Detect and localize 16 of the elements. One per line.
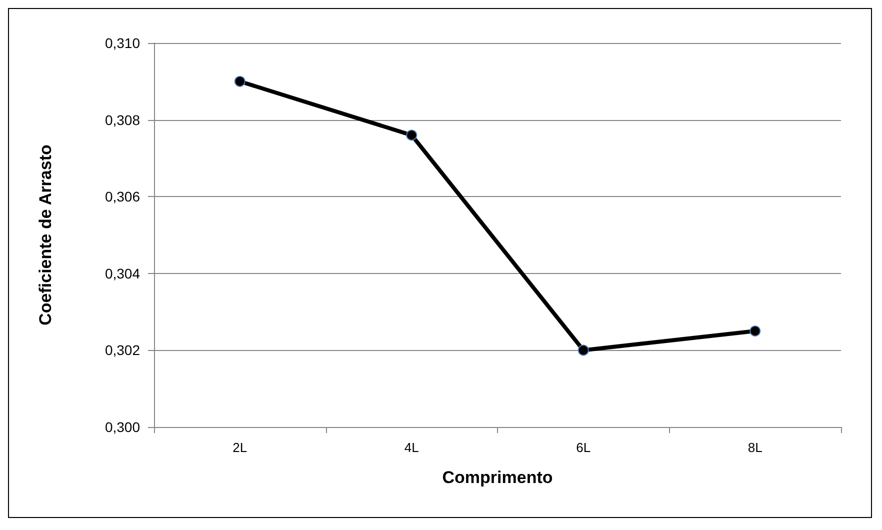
point bbox=[406, 130, 418, 141]
y-tick-label: 0,308 bbox=[104, 112, 140, 128]
y-tick-label: 0,306 bbox=[104, 188, 140, 205]
point bbox=[750, 326, 761, 336]
point bbox=[578, 344, 589, 356]
y-tick-label: 0,304 bbox=[104, 265, 140, 282]
y-tick-label: 0,310 bbox=[104, 35, 140, 51]
y-tick-label: 0,300 bbox=[104, 419, 140, 435]
x-tick-label: 8L bbox=[748, 440, 762, 455]
x-tick-label: 6L bbox=[576, 440, 591, 455]
y-axis-title: Coeficiente de Arrasto bbox=[36, 144, 55, 326]
point bbox=[234, 76, 246, 87]
x-axis-title: Comprimento bbox=[442, 468, 553, 487]
x-tick-label: 4L bbox=[404, 440, 419, 455]
x-tick-label: 2L bbox=[232, 440, 248, 455]
y-tick-label: 0,302 bbox=[104, 342, 140, 358]
